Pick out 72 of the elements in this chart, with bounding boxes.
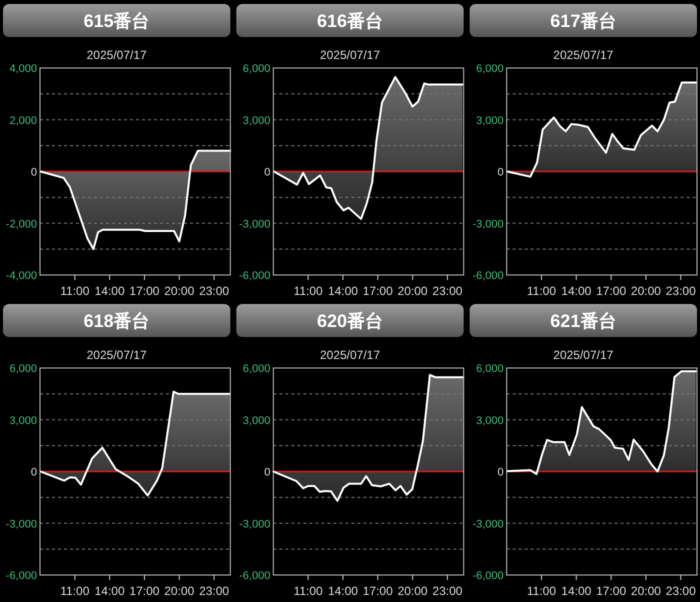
y-tick-label: 6,000 bbox=[476, 63, 504, 75]
x-tick-label: 23:00 bbox=[666, 284, 696, 298]
chart-title: 618番台 bbox=[84, 311, 150, 331]
x-tick-label: 17:00 bbox=[362, 584, 394, 598]
x-tick-label: 14:00 bbox=[94, 584, 125, 598]
y-tick-label: 3,000 bbox=[476, 414, 504, 427]
x-tick-label: 23:00 bbox=[199, 284, 230, 298]
y-tick-label: 2,000 bbox=[9, 114, 37, 127]
chart-title: 616番台 bbox=[316, 11, 384, 31]
x-tick-label: 14:00 bbox=[561, 284, 592, 298]
y-tick-label: -4,000 bbox=[6, 270, 37, 282]
y-tick-label: 3,000 bbox=[9, 414, 37, 427]
y-tick-label: -6,000 bbox=[239, 270, 270, 282]
x-tick-label: 11:00 bbox=[294, 584, 324, 598]
chart-subtitle: 2025/07/17 bbox=[320, 48, 380, 62]
y-tick-label: -6,000 bbox=[472, 570, 504, 582]
x-tick-label: 17:00 bbox=[596, 584, 626, 598]
chart-subtitle: 2025/07/17 bbox=[86, 48, 148, 62]
x-tick-label: 23:00 bbox=[666, 584, 696, 598]
chart-subtitle: 2025/07/17 bbox=[86, 348, 148, 362]
chart-subtitle: 2025/07/17 bbox=[320, 348, 380, 362]
y-tick-label: 3,000 bbox=[476, 114, 504, 127]
x-tick-label: 20:00 bbox=[630, 584, 662, 598]
y-tick-label: 6,000 bbox=[9, 363, 37, 375]
x-tick-label: 20:00 bbox=[398, 584, 428, 598]
y-tick-label: 3,000 bbox=[242, 414, 270, 427]
y-tick-label: -6,000 bbox=[472, 270, 504, 282]
x-tick-label: 11:00 bbox=[526, 284, 556, 298]
chart-title: 617番台 bbox=[550, 11, 616, 31]
x-tick-label: 14:00 bbox=[561, 584, 592, 598]
y-tick-label: 3,000 bbox=[242, 114, 270, 127]
y-tick-label: -6,000 bbox=[239, 570, 270, 582]
chart-subtitle: 2025/07/17 bbox=[553, 48, 614, 62]
x-tick-label: 14:00 bbox=[94, 284, 125, 298]
chart-subtitle: 2025/07/17 bbox=[553, 348, 614, 362]
y-tick-label: 0 bbox=[30, 166, 37, 178]
x-tick-label: 17:00 bbox=[596, 284, 626, 298]
chart-title: 620番台 bbox=[316, 311, 384, 331]
x-tick-label: 20:00 bbox=[398, 284, 428, 298]
x-tick-label: 20:00 bbox=[164, 284, 195, 298]
y-tick-label: 6,000 bbox=[476, 363, 504, 375]
x-tick-label: 20:00 bbox=[630, 284, 662, 298]
x-tick-label: 14:00 bbox=[328, 284, 358, 298]
chart-title: 615番台 bbox=[84, 11, 150, 31]
x-tick-label: 11:00 bbox=[60, 284, 90, 298]
x-tick-label: 17:00 bbox=[129, 584, 160, 598]
x-tick-label: 17:00 bbox=[129, 284, 160, 298]
y-tick-label: 0 bbox=[30, 466, 37, 478]
x-tick-label: 11:00 bbox=[294, 284, 324, 298]
x-tick-label: 23:00 bbox=[432, 584, 463, 598]
x-tick-label: 17:00 bbox=[362, 284, 394, 298]
x-tick-label: 23:00 bbox=[199, 584, 230, 598]
y-tick-label: -3,000 bbox=[472, 518, 504, 530]
y-tick-label: 0 bbox=[264, 466, 270, 478]
y-tick-label: 0 bbox=[498, 166, 504, 178]
x-tick-label: 11:00 bbox=[526, 584, 556, 598]
y-tick-label: -6,000 bbox=[6, 570, 37, 582]
x-tick-label: 23:00 bbox=[432, 284, 463, 298]
y-tick-label: -2,000 bbox=[6, 218, 37, 230]
y-tick-label: 0 bbox=[498, 466, 504, 478]
x-tick-label: 11:00 bbox=[60, 584, 90, 598]
x-tick-label: 20:00 bbox=[164, 584, 195, 598]
y-tick-label: 4,000 bbox=[9, 63, 37, 75]
y-tick-label: -3,000 bbox=[239, 218, 270, 230]
y-tick-label: 6,000 bbox=[242, 363, 270, 375]
y-tick-label: 6,000 bbox=[242, 63, 270, 75]
y-tick-label: -3,000 bbox=[6, 518, 37, 530]
y-tick-label: -3,000 bbox=[239, 518, 270, 530]
y-tick-label: 0 bbox=[264, 166, 270, 178]
chart-title: 621番台 bbox=[550, 311, 616, 331]
y-tick-label: -3,000 bbox=[472, 218, 504, 230]
x-tick-label: 14:00 bbox=[328, 584, 358, 598]
